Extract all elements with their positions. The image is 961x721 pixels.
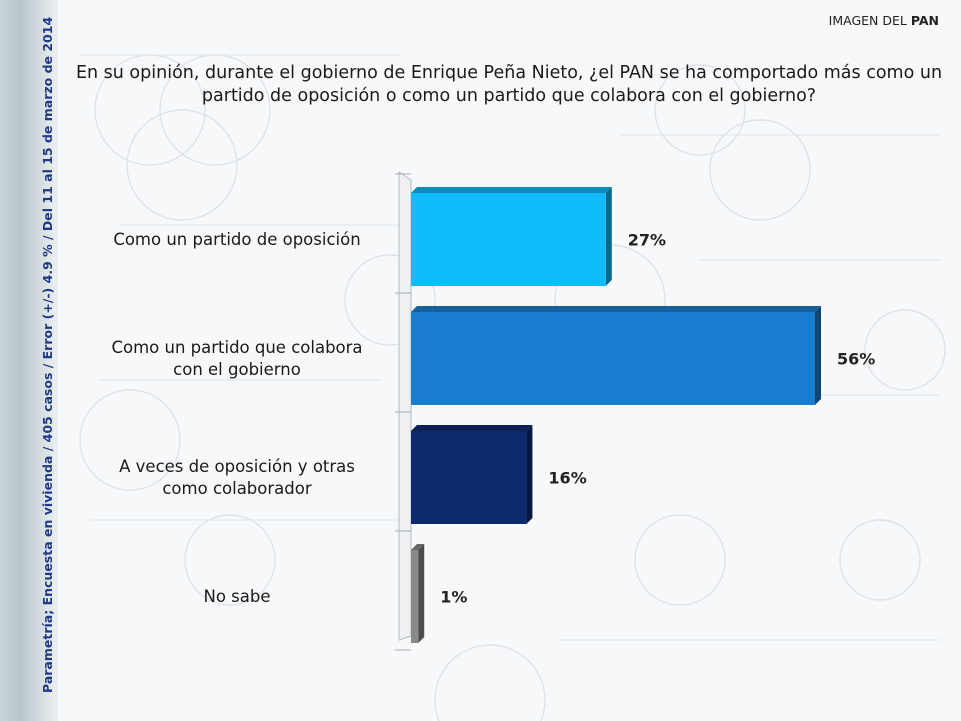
bar-side [605,187,612,286]
value-label: 56% [837,350,875,369]
bar [411,431,527,524]
category-label: No sabe [92,586,382,608]
bar [411,312,815,405]
category-label-line: Como un partido que colabora [111,337,363,357]
bar [411,193,606,286]
bar-top [411,306,821,312]
category-label: Como un partido de oposición [92,229,382,251]
value-label: 27% [628,231,666,250]
category-label: Como un partido que colabora con el gobie… [92,337,382,381]
bar-side [815,306,821,405]
section-brand: IMAGEN DEL PAN [829,13,939,28]
brand-bold: PAN [910,13,939,28]
survey-question: En su opinión, durante el gobierno de En… [75,63,943,106]
category-label-line: Como un partido de oposición [113,229,361,249]
value-label: 1% [440,588,467,607]
bar-top [411,425,533,431]
brand-prefix: IMAGEN DEL [828,13,911,28]
bar-side [418,544,425,643]
bar [411,550,419,643]
category-label-line: No sabe [203,586,271,606]
category-label: A veces de oposición y otras como colabor… [92,456,382,500]
category-label-line: como colaborador [162,478,312,498]
value-label: 16% [548,469,586,488]
left-decorative-strip [0,0,58,721]
axis-wall [398,171,412,641]
bar-side [526,425,533,524]
bar-top [411,187,612,193]
bar-top [411,544,425,550]
category-label-line: con el gobierno [173,359,301,379]
category-label-line: A veces de oposición y otras [119,456,355,476]
